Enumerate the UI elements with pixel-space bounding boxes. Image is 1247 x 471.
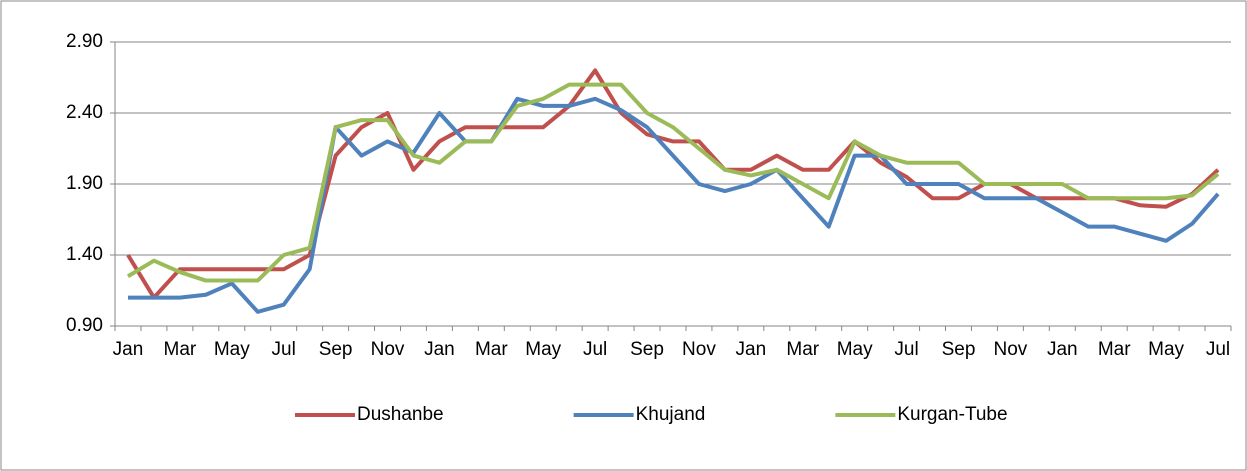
x-tick-label: Sep [319,339,353,360]
x-tick-label: Jul [1206,339,1230,360]
x-tick-label: Jan [1047,339,1078,360]
x-tick-label: Sep [942,339,976,360]
x-tick-label: Sep [630,339,664,360]
y-tick-label: 1.40 [66,244,103,265]
x-tick-label: Jul [583,339,607,360]
x-tick-label: Jul [272,339,296,360]
data-line [126,82,1220,283]
x-tick-label: May [1148,339,1184,360]
x-tick-label: Jan [736,339,767,360]
legend-label: Dushanbe [357,404,444,425]
y-tick-label: 0.90 [66,315,103,336]
x-tick-label: Mar [475,339,508,360]
x-tick-label: Jul [894,339,918,360]
legend-label: Khujand [636,404,706,425]
x-tick-label: Nov [993,339,1027,360]
y-tick-label: 2.40 [66,102,103,123]
x-tick-label: Nov [371,339,405,360]
y-tick-label: 1.90 [66,173,103,194]
y-tick-label: 2.90 [66,31,103,52]
x-tick-label: Jan [113,339,144,360]
x-tick-label: Mar [786,339,819,360]
x-tick-label: Mar [164,339,197,360]
x-tick-label: May [214,339,250,360]
x-tick-label: May [837,339,873,360]
data-line [127,96,1220,314]
x-tick-label: Nov [682,339,716,360]
x-tick-label: May [525,339,561,360]
x-tick-label: Mar [1098,339,1131,360]
legend-label: Kurgan-Tube [897,404,1007,425]
x-tick-label: Jan [424,339,455,360]
